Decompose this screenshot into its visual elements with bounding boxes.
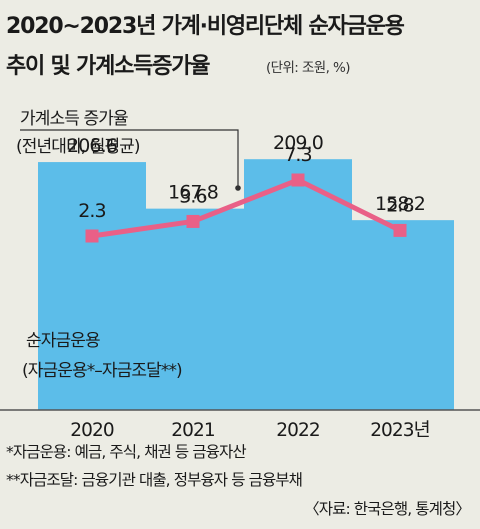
- bar-2020: [38, 162, 146, 410]
- bar-2023년: [346, 220, 454, 410]
- line-series-path: [91, 177, 402, 239]
- line-value-label: 2.3: [78, 200, 106, 222]
- bar-2022: [244, 159, 352, 410]
- footnote-fund-use: *자금운용: 예금, 주식, 채권 등 금융자산: [6, 443, 246, 461]
- x-tick-label: 2020: [70, 420, 114, 441]
- line-point-2021: [186, 214, 200, 228]
- source-note: 〈자료: 한국은행, 통계청〉: [304, 500, 470, 518]
- bar-value-label: 209.0: [273, 132, 323, 154]
- chart-title-line2: 추이 및 가계소득증가율: [6, 54, 210, 79]
- line-point-2022: [291, 173, 305, 187]
- x-tick-label: 2021: [171, 420, 215, 441]
- x-tick-label: 2023년: [370, 420, 430, 441]
- bars-layer: 206.6 167.8 209.0 158.2: [38, 132, 454, 410]
- line-point-2020: [85, 229, 99, 243]
- bar-value-label: 167.8: [168, 182, 218, 204]
- bar-series-name: 순자금운용: [26, 331, 100, 351]
- line-value-label: 7.3: [284, 144, 312, 166]
- line-series-subname: (전년대비, 월평균): [16, 137, 140, 157]
- line-series-annotation: 가계소득 증가율 (전년대비, 월평균): [16, 109, 241, 191]
- bar-value-label: 206.6: [67, 135, 117, 157]
- line-annotation-dot: [235, 185, 241, 191]
- bar-value-label: 158.2: [375, 193, 425, 215]
- line-point-2023년: [393, 223, 407, 237]
- line-value-label: 3.6: [179, 185, 207, 207]
- footnote-fund-raise: **자금조달: 금융기관 대출, 정부융자 등 금융부채: [6, 471, 302, 489]
- line-annotation-leader: [20, 129, 239, 188]
- x-tick-label: 2022: [276, 420, 319, 441]
- chart-title-line1: 2020~2023년 가계·비영리단체 순자금운용: [6, 14, 405, 39]
- line-layer: 2.3 3.6 7.3 2.8: [78, 144, 415, 243]
- bar-2021: [139, 208, 247, 410]
- line-series-name: 가계소득 증가율: [20, 109, 128, 129]
- x-tick-labels: 2020 2021 2022 2023년: [70, 420, 430, 441]
- bar-series-subname: (자금운용*–자금조달**): [22, 361, 182, 381]
- line-value-label: 2.8: [386, 194, 414, 216]
- unit-label: (단위: 조원, %): [266, 60, 350, 76]
- bar-series-annotation: 순자금운용 (자금운용*–자금조달**): [22, 331, 183, 381]
